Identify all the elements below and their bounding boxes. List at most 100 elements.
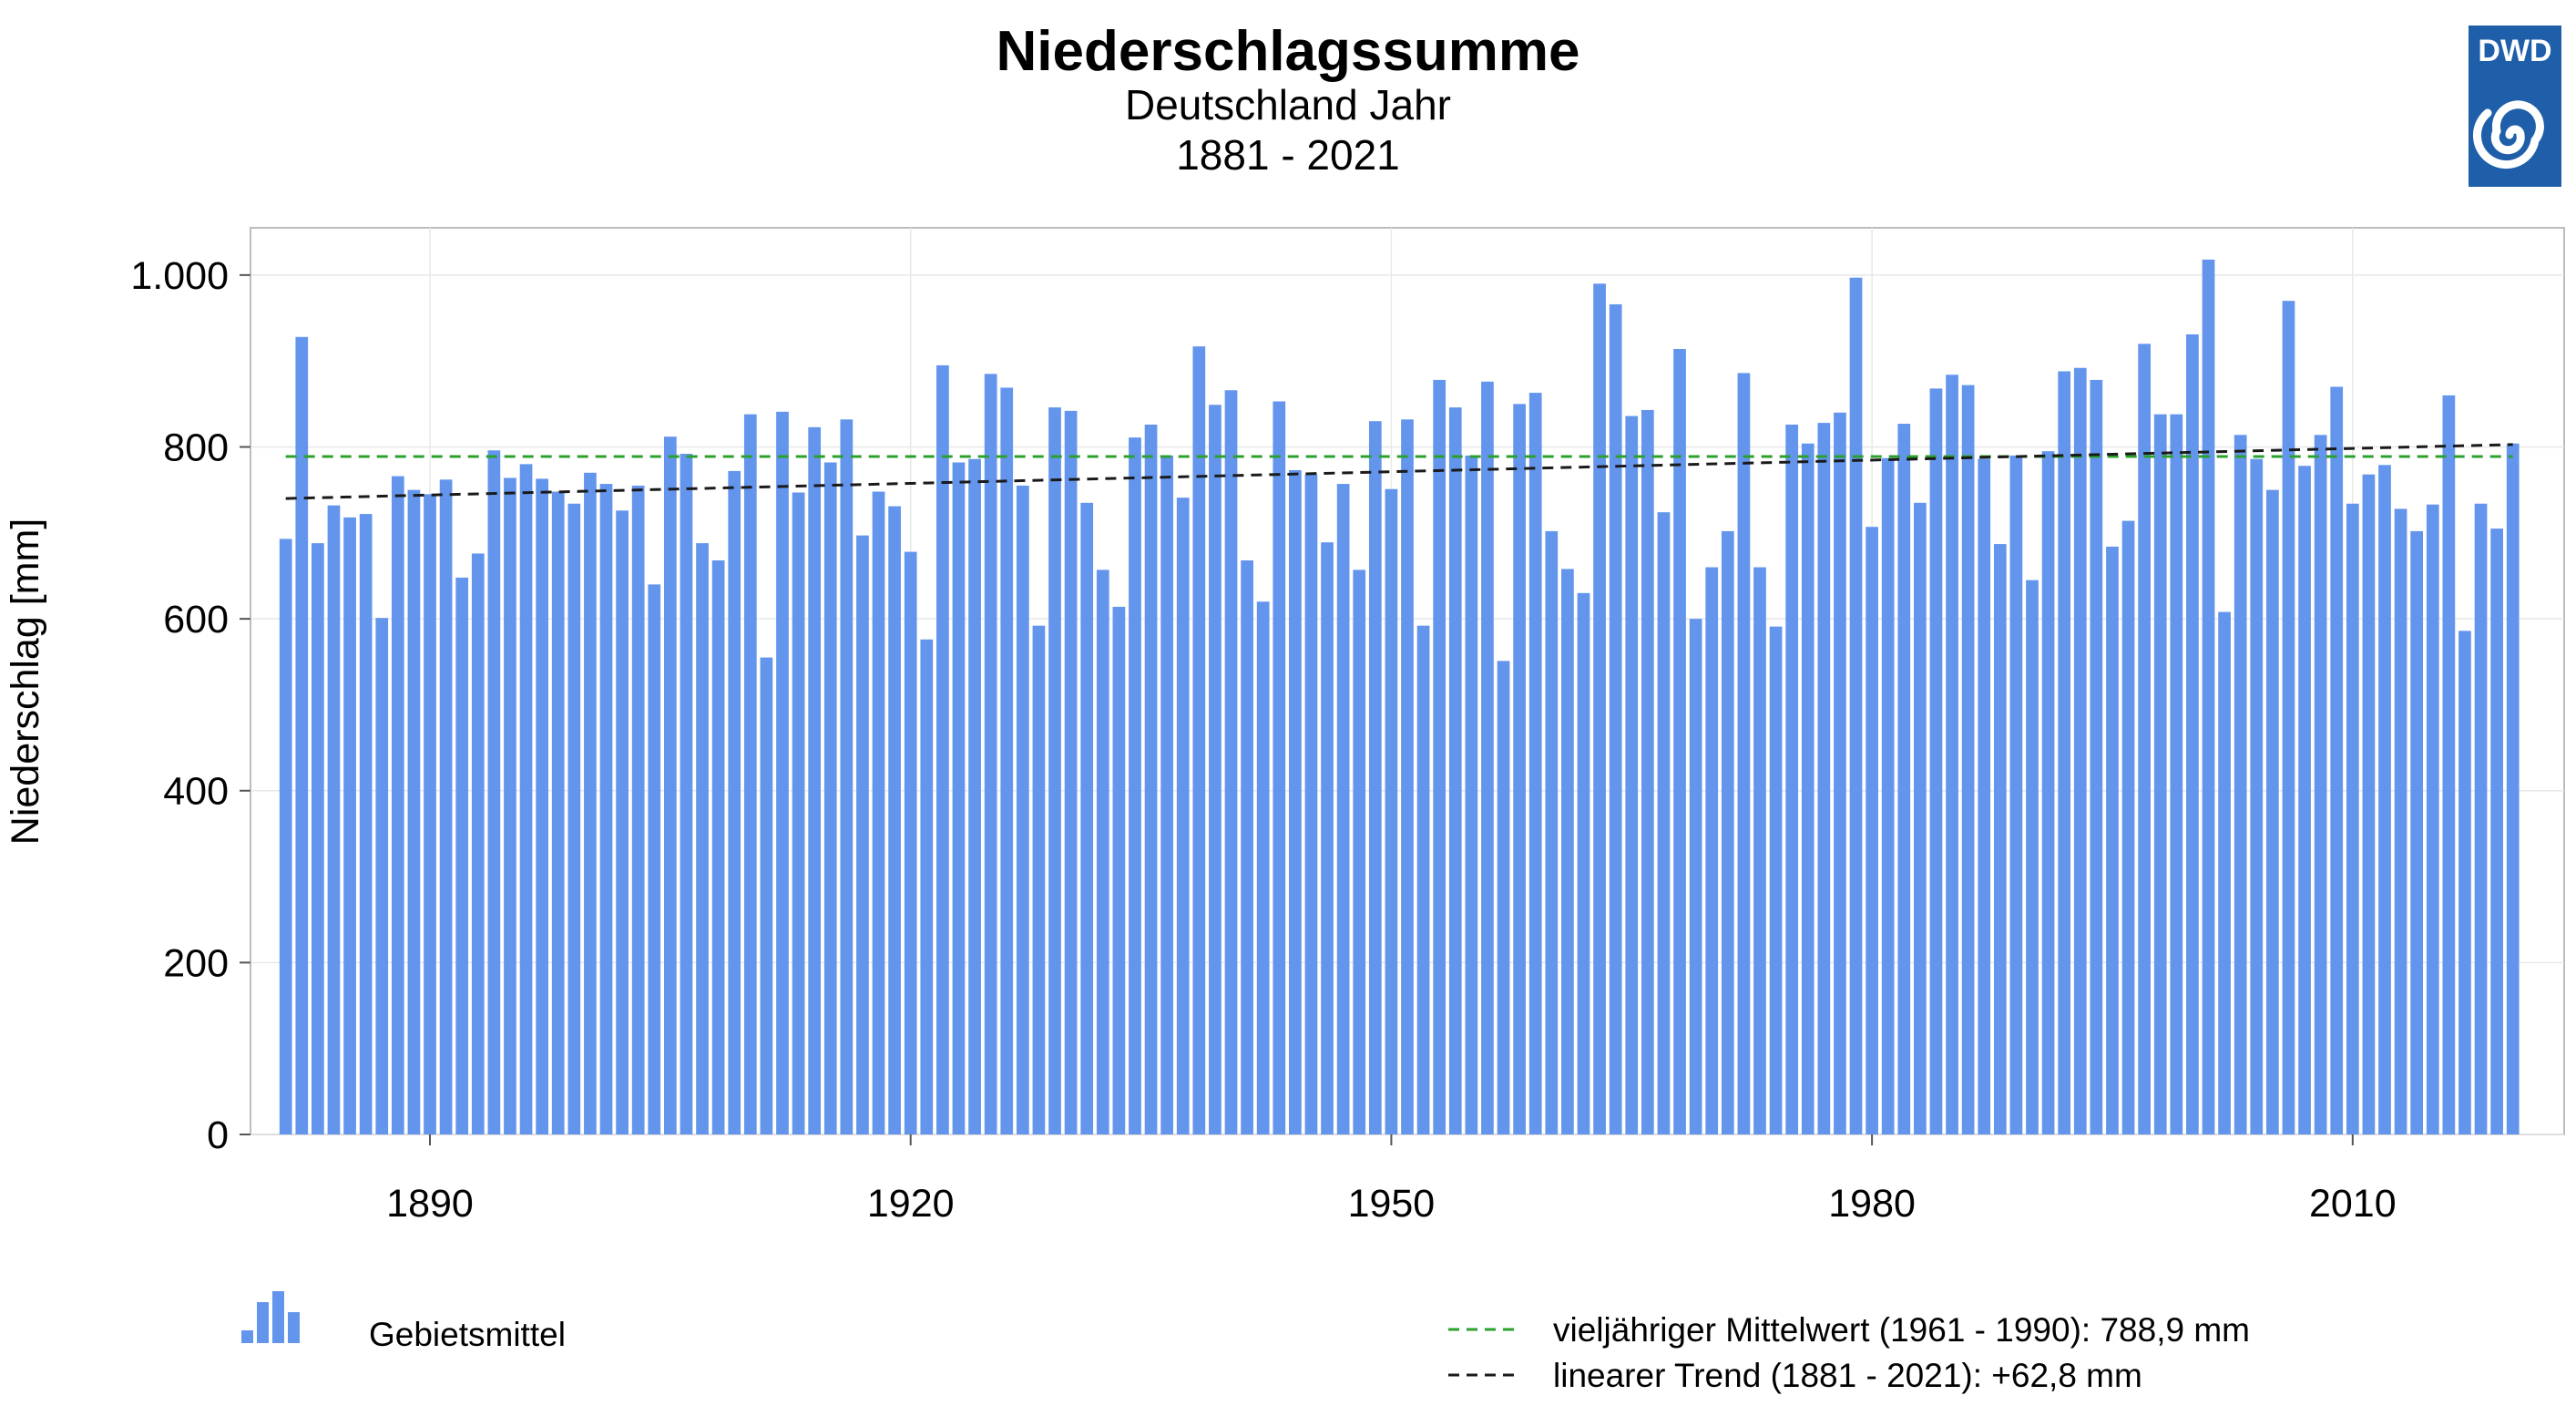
- x-tick-label: 1890: [386, 1182, 474, 1226]
- bar-1942: [1256, 601, 1270, 1134]
- legend-label-mean: vieljähriger Mittelwert (1961 - 1990): 7…: [1553, 1311, 2250, 1349]
- bar-2008: [2314, 435, 2327, 1135]
- y-tick-label: 800: [163, 426, 229, 469]
- bar-1945: [1304, 474, 1318, 1134]
- bar-1934: [1129, 437, 1141, 1134]
- bar-1962: [1577, 592, 1590, 1134]
- legend-label-gebietsmittel: Gebietsmittel: [369, 1316, 566, 1353]
- bar-1969: [1689, 619, 1702, 1134]
- bar-1890: [424, 494, 436, 1134]
- bar-2015: [2426, 504, 2439, 1134]
- x-tick-label: 1920: [867, 1182, 955, 1226]
- bar-1976: [1801, 443, 1814, 1135]
- bar-2019: [2490, 529, 2503, 1134]
- bar-1990: [2026, 580, 2039, 1134]
- trend-line: [285, 443, 2513, 500]
- bar-1910: [743, 414, 757, 1134]
- bar-1893: [471, 553, 485, 1134]
- bar-1882: [295, 336, 309, 1135]
- bar-1913: [792, 492, 805, 1134]
- bar-1931: [1080, 502, 1094, 1134]
- bar-2010: [2346, 503, 2359, 1134]
- bar-1903: [631, 485, 645, 1134]
- bar-1985: [1946, 375, 1958, 1134]
- bar-1953: [1433, 379, 1446, 1134]
- bar-1922: [936, 364, 949, 1134]
- bar-1924: [968, 458, 981, 1134]
- bar-2018: [2474, 503, 2488, 1134]
- y-tick-label: 400: [163, 770, 229, 814]
- bar-1998: [2153, 414, 2167, 1134]
- bar-2012: [2378, 465, 2391, 1134]
- bar-1933: [1112, 606, 1126, 1134]
- bar-1947: [1336, 484, 1350, 1134]
- bar-1982: [1897, 424, 1911, 1134]
- bar-1914: [808, 426, 822, 1135]
- bar-1932: [1096, 570, 1109, 1134]
- bar-2020: [2506, 443, 2520, 1135]
- bar-1994: [2090, 379, 2103, 1134]
- bar-1951: [1401, 419, 1414, 1135]
- chart-period: 1881 - 2021: [1176, 131, 1400, 179]
- bar-1917: [856, 535, 869, 1134]
- dwd-logo: DWD: [2469, 26, 2561, 187]
- bar-1981: [1881, 457, 1895, 1134]
- bar-1905: [663, 436, 677, 1135]
- bar-1902: [616, 510, 629, 1134]
- bar-1944: [1289, 469, 1302, 1134]
- bar-1937: [1176, 498, 1190, 1134]
- bar-1999: [2170, 414, 2183, 1134]
- bar-1909: [728, 470, 741, 1134]
- bar-1920: [904, 551, 917, 1134]
- bar-1995: [2106, 546, 2119, 1134]
- bar-1888: [391, 476, 404, 1134]
- x-tick-label: 2010: [2309, 1182, 2397, 1226]
- bar-1927: [1016, 485, 1029, 1134]
- bar-1898: [551, 491, 565, 1134]
- bar-2002: [2218, 611, 2231, 1134]
- bar-1911: [760, 657, 773, 1134]
- bar-1955: [1465, 455, 1478, 1134]
- bar-1941: [1241, 559, 1253, 1134]
- bar-1885: [343, 517, 356, 1134]
- bar-2003: [2234, 435, 2247, 1135]
- bar-1964: [1609, 303, 1622, 1135]
- bar-1899: [567, 503, 581, 1134]
- bar-1997: [2138, 344, 2152, 1134]
- bar-1954: [1448, 407, 1462, 1134]
- bar-1972: [1737, 373, 1751, 1134]
- bar-1961: [1561, 569, 1574, 1134]
- bar-1983: [1914, 502, 1927, 1134]
- y-axis-label: Niederschlag [mm]: [4, 518, 47, 845]
- bar-2007: [2298, 466, 2311, 1134]
- x-tick-label: 1950: [1348, 1182, 1436, 1226]
- bar-1907: [696, 543, 709, 1134]
- bar-1950: [1385, 488, 1398, 1134]
- x-axis-ticks: 1890 1920 1950 1980 2010: [386, 1134, 2397, 1226]
- bar-1946: [1321, 542, 1334, 1134]
- bar-1921: [920, 639, 934, 1134]
- bar-1959: [1528, 393, 1542, 1134]
- bar-2017: [2458, 631, 2471, 1134]
- bar-1991: [2041, 451, 2055, 1134]
- bar-1908: [711, 559, 725, 1134]
- bar-1919: [888, 506, 901, 1134]
- y-tick-label: 1.000: [130, 254, 229, 298]
- bar-1884: [327, 505, 341, 1134]
- bar-1965: [1625, 416, 1639, 1134]
- chart-subtitle: Deutschland Jahr: [1125, 81, 1451, 128]
- bar-1996: [2121, 520, 2135, 1134]
- bar-1883: [312, 543, 324, 1134]
- bar-1956: [1481, 381, 1494, 1134]
- bar-2000: [2186, 334, 2199, 1134]
- bar-2005: [2266, 489, 2279, 1134]
- bar-1896: [519, 464, 533, 1134]
- bar-1901: [599, 484, 613, 1134]
- y-tick-label: 200: [163, 941, 229, 985]
- y-tick-label: 600: [163, 598, 229, 641]
- bar-1915: [823, 462, 837, 1134]
- bar-1929: [1048, 407, 1061, 1134]
- bar-2014: [2410, 530, 2424, 1134]
- x-tick-label: 1980: [1828, 1182, 1916, 1226]
- bar-2004: [2250, 458, 2264, 1134]
